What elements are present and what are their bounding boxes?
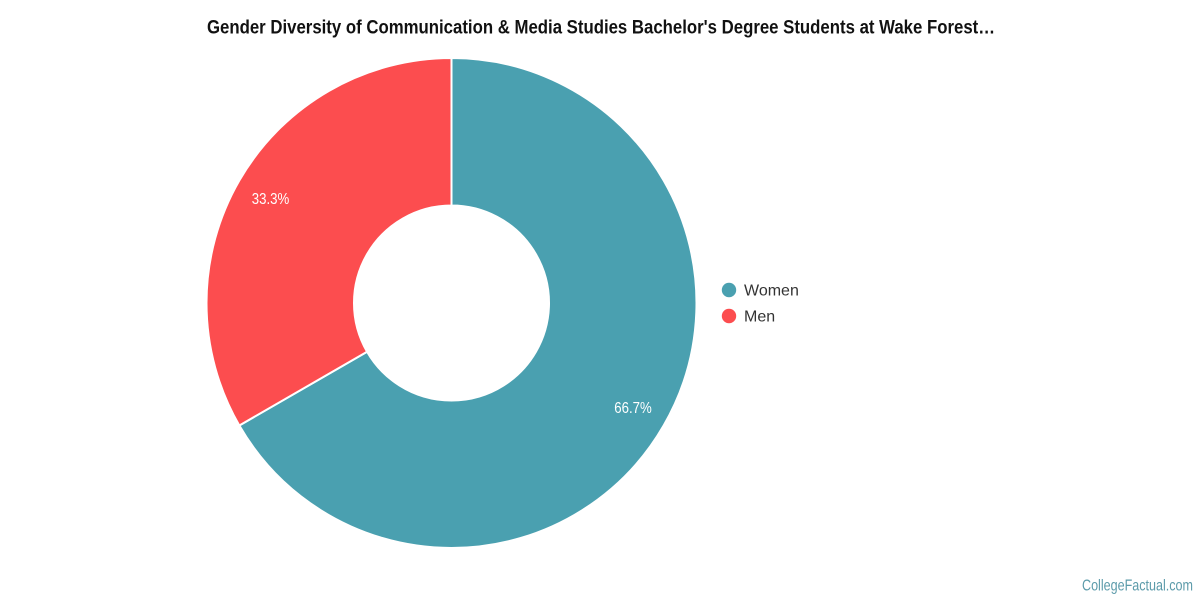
svg-text:Gender Diversity of Communicat: Gender Diversity of Communication & Medi…	[207, 18, 995, 39]
svg-text:Men: Men	[744, 309, 775, 326]
svg-text:CollegeFactual.com: CollegeFactual.com	[1082, 578, 1193, 595]
svg-text:Women: Women	[744, 283, 799, 300]
svg-text:66.7%: 66.7%	[614, 400, 652, 417]
svg-text:33.3%: 33.3%	[252, 191, 290, 208]
